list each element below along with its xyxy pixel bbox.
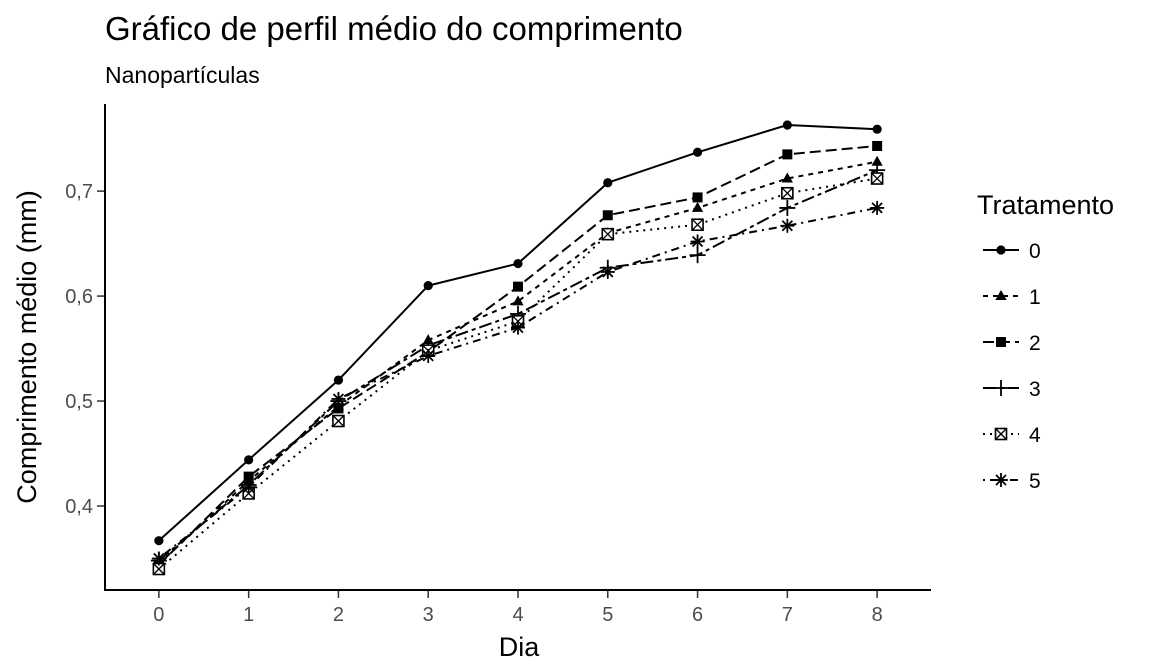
series-line-3: [158, 169, 878, 562]
data-point: [689, 247, 706, 264]
legend-marker: [995, 290, 1007, 300]
legend-item-2: 2: [983, 332, 1041, 355]
series-line-2: [158, 144, 878, 566]
legend: Tratamento 0 1 2 3 4 5: [977, 190, 1114, 493]
legend-item-3: 3: [983, 378, 1041, 401]
data-point: [603, 178, 613, 188]
data-point: [691, 218, 704, 232]
y-tick-label: 0,4: [65, 496, 93, 518]
data-point: [513, 281, 523, 292]
data-point: [331, 391, 346, 406]
data-point: [601, 227, 615, 241]
data-point: [691, 201, 704, 212]
series-3: [150, 162, 886, 569]
x-tick-label: 6: [692, 604, 703, 626]
data-point: [421, 348, 436, 363]
data-point: [241, 480, 256, 495]
series-line-1: [158, 160, 878, 565]
legend-item-5: 5: [983, 470, 1041, 493]
x-ticks: 0 1 2 3 4 5 6 7 8: [153, 591, 883, 626]
x-tick-label: 8: [872, 604, 883, 626]
data-point: [244, 455, 254, 465]
legend-item-4: 4: [983, 424, 1041, 447]
legend-label: 0: [1029, 240, 1041, 263]
series-2: [153, 140, 883, 570]
data-point: [872, 140, 883, 151]
y-tick-label: 0,5: [65, 391, 93, 413]
legend-label: 2: [1029, 332, 1041, 355]
data-point: [870, 200, 885, 215]
data-point: [780, 218, 795, 233]
series-layer: [150, 120, 886, 576]
data-point: [782, 149, 793, 160]
data-point: [512, 295, 524, 306]
legend-marker: [993, 380, 1009, 396]
data-point: [779, 199, 796, 216]
chart-title: Gráfico de perfil médio do comprimento: [105, 10, 683, 47]
data-point: [332, 414, 345, 428]
legend-item-0: 0: [983, 240, 1041, 263]
data-point: [243, 471, 254, 482]
legend-marker: [996, 337, 1006, 347]
series-4: [152, 172, 884, 576]
data-point: [152, 562, 166, 576]
data-point: [511, 320, 525, 335]
data-point: [781, 172, 793, 183]
data-point: [782, 120, 792, 130]
legend-marker: [994, 473, 1008, 487]
data-point: [870, 172, 884, 185]
plot-area: 0 1 2 3 4 5 6 7 8 0,4 0,5 0,6 0,7: [65, 104, 931, 626]
legend-items: 0 1 2 3 4 5: [983, 240, 1041, 493]
legend-label: 5: [1029, 470, 1041, 493]
data-point: [602, 210, 613, 221]
x-axis-title: Dia: [499, 632, 540, 662]
x-tick-label: 4: [512, 604, 523, 626]
x-tick-label: 7: [782, 604, 793, 626]
series-5: [151, 200, 885, 566]
legend-title: Tratamento: [977, 190, 1114, 220]
y-axis-title: Comprimento médio (mm): [12, 190, 42, 504]
data-point: [871, 155, 883, 166]
series-0: [154, 120, 882, 546]
data-point: [872, 124, 882, 134]
data-point: [600, 264, 615, 279]
data-point: [154, 536, 164, 546]
data-point: [423, 280, 433, 291]
x-tick-label: 5: [602, 604, 613, 626]
y-ticks: 0,4 0,5 0,6 0,7: [65, 181, 104, 518]
x-tick-label: 1: [243, 604, 254, 626]
y-tick-label: 0,7: [65, 181, 93, 203]
y-tick-label: 0,6: [65, 286, 93, 308]
legend-label: 4: [1029, 424, 1041, 447]
data-point: [781, 186, 794, 200]
legend-label: 3: [1029, 378, 1041, 401]
legend-label: 1: [1029, 286, 1041, 309]
data-point: [692, 147, 703, 157]
legend-item-1: 1: [983, 286, 1041, 309]
legend-marker: [996, 245, 1006, 255]
x-tick-label: 3: [423, 604, 434, 626]
x-tick-label: 2: [333, 604, 344, 626]
data-point: [692, 192, 703, 203]
series-1: [153, 155, 883, 568]
data-point: [333, 375, 344, 385]
data-point: [513, 258, 523, 269]
legend-marker: [994, 427, 1008, 441]
data-point: [690, 234, 705, 249]
data-point: [151, 551, 166, 566]
chart-subtitle: Nanopartículas: [105, 62, 260, 88]
x-tick-label: 0: [153, 604, 164, 626]
series-line-4: [158, 177, 878, 570]
